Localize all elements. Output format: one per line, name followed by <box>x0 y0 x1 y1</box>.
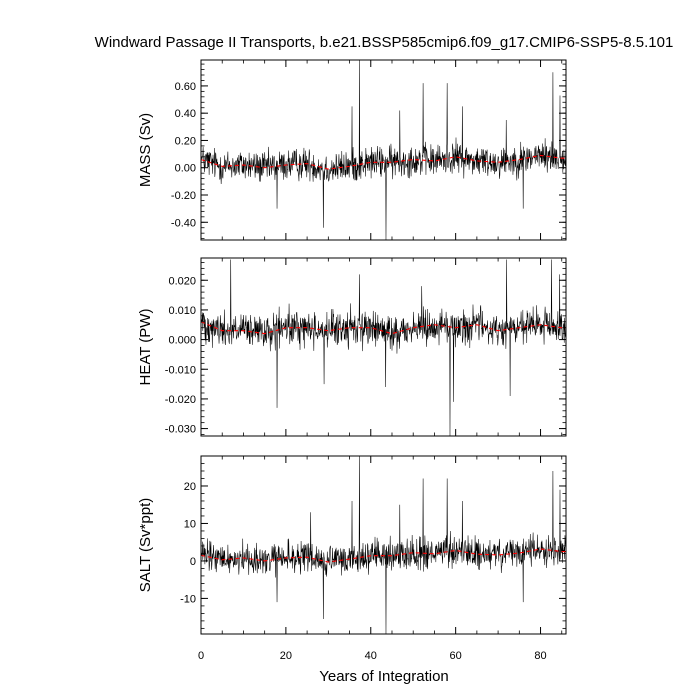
panels-group: -0.40 -0.20 0.00 0.20 0.40 0.60 MASS (Sv) -0.03… <box>137 59 567 662</box>
series-line-running-mean-salt <box>200 548 566 563</box>
y-tick-label: 20 <box>184 481 196 493</box>
y-tick-label: -0.020 <box>165 394 196 406</box>
panel-salt: -10 0 10 20 SALT (Sv*ppt) <box>137 455 567 635</box>
y-tick-label: -0.030 <box>165 424 196 436</box>
x-tick-label: 80 <box>534 650 546 662</box>
series-line-raw-heat <box>200 259 567 437</box>
y-tick-label: 10 <box>184 518 196 530</box>
series-line-raw-mass <box>200 59 567 241</box>
y-tick-label: 0.000 <box>168 335 196 347</box>
y-tick-label: 0.60 <box>175 81 196 93</box>
y-axis-label-salt: SALT (Sv*ppt) <box>137 498 154 592</box>
series-line-running-mean-mass <box>200 154 566 170</box>
y-axis-label-heat: HEAT (PW) <box>137 309 154 386</box>
y-tick-label: 0 <box>190 556 196 568</box>
chart-title: Windward Passage II Transports, b.e21.BS… <box>95 34 674 51</box>
y-tick-label: -0.20 <box>171 190 196 202</box>
y-tick-label: -0.40 <box>171 217 196 229</box>
y-tick-label: -10 <box>180 593 196 605</box>
series-line-raw-salt <box>200 455 567 635</box>
x-tick-label: 0 <box>198 650 204 662</box>
x-tick-label: 20 <box>280 650 292 662</box>
y-tick-label: 0.020 <box>168 275 196 287</box>
plot-frame-mass <box>200 59 567 241</box>
y-tick-label: 0.20 <box>175 135 196 147</box>
panel-mass: -0.40 -0.20 0.00 0.20 0.40 0.60 MASS (Sv) <box>137 59 567 241</box>
series-line-running-mean-heat <box>200 321 566 335</box>
plot-frame-salt <box>200 455 567 635</box>
y-axis-label-mass: MASS (Sv) <box>137 113 154 187</box>
plot-frame-heat <box>200 257 567 437</box>
x-tick-label: 40 <box>365 650 377 662</box>
y-tick-label: 0.40 <box>175 108 196 120</box>
x-axis-label: Years of Integration <box>319 668 449 685</box>
x-tick-label: 60 <box>450 650 462 662</box>
panel-heat: -0.030 -0.020 -0.010 0.000 0.010 0.020 HEAT (P… <box>137 257 567 437</box>
y-tick-label: -0.010 <box>165 364 196 376</box>
y-tick-label: 0.010 <box>168 305 196 317</box>
y-tick-label: 0.00 <box>175 163 196 175</box>
